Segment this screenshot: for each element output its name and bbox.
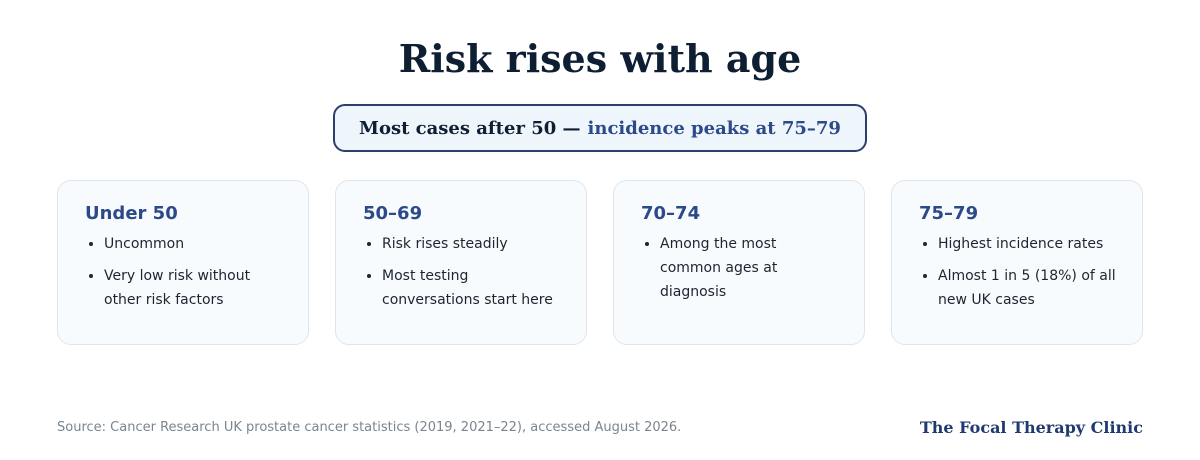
card-title: 50–69: [363, 203, 423, 224]
source: Source: Cancer Research UK prostate canc…: [57, 420, 682, 435]
bullet-list: Uncommon Very low risk without other risk…: [85, 232, 282, 312]
age-card: 70–74 Among the most common ages at diagn…: [613, 180, 865, 345]
card-title: Under 50: [85, 203, 178, 224]
bullet: Most testing conversations start here: [382, 264, 560, 312]
banner: Most cases after 50 — incidence peaks at…: [333, 104, 867, 152]
bullet: Very low risk without other risk factors: [104, 264, 282, 312]
bullet: Almost 1 in 5 (18%) of all new UK cases: [938, 264, 1116, 312]
bullet: Highest incidence rates: [938, 232, 1116, 256]
card-title: 75–79: [919, 203, 979, 224]
bullet: Uncommon: [104, 232, 282, 256]
bullet: Among the most common ages at diagnosis: [660, 232, 838, 304]
cards: Under 50 Uncommon Very low risk without ot…: [57, 180, 1143, 345]
brand: The Focal Therapy Clinic: [919, 418, 1143, 437]
bullet-list: Among the most common ages at diagnosis: [641, 232, 838, 304]
age-card: Under 50 Uncommon Very low risk without ot…: [57, 180, 309, 345]
age-card: 50–69 Risk rises steadily Most testing con…: [335, 180, 587, 345]
banner-lead: Most cases after 50 —: [359, 117, 581, 139]
card-title: 70–74: [641, 203, 701, 224]
title: Risk rises with age: [398, 36, 802, 81]
age-card: 75–79 Highest incidence rates Almost 1 in …: [891, 180, 1143, 345]
banner-highlight: incidence peaks at 75–79: [587, 117, 841, 139]
bullet-list: Highest incidence rates Almost 1 in 5 (18…: [919, 232, 1116, 312]
bullet-list: Risk rises steadily Most testing conversa…: [363, 232, 560, 312]
bullet: Risk rises steadily: [382, 232, 560, 256]
